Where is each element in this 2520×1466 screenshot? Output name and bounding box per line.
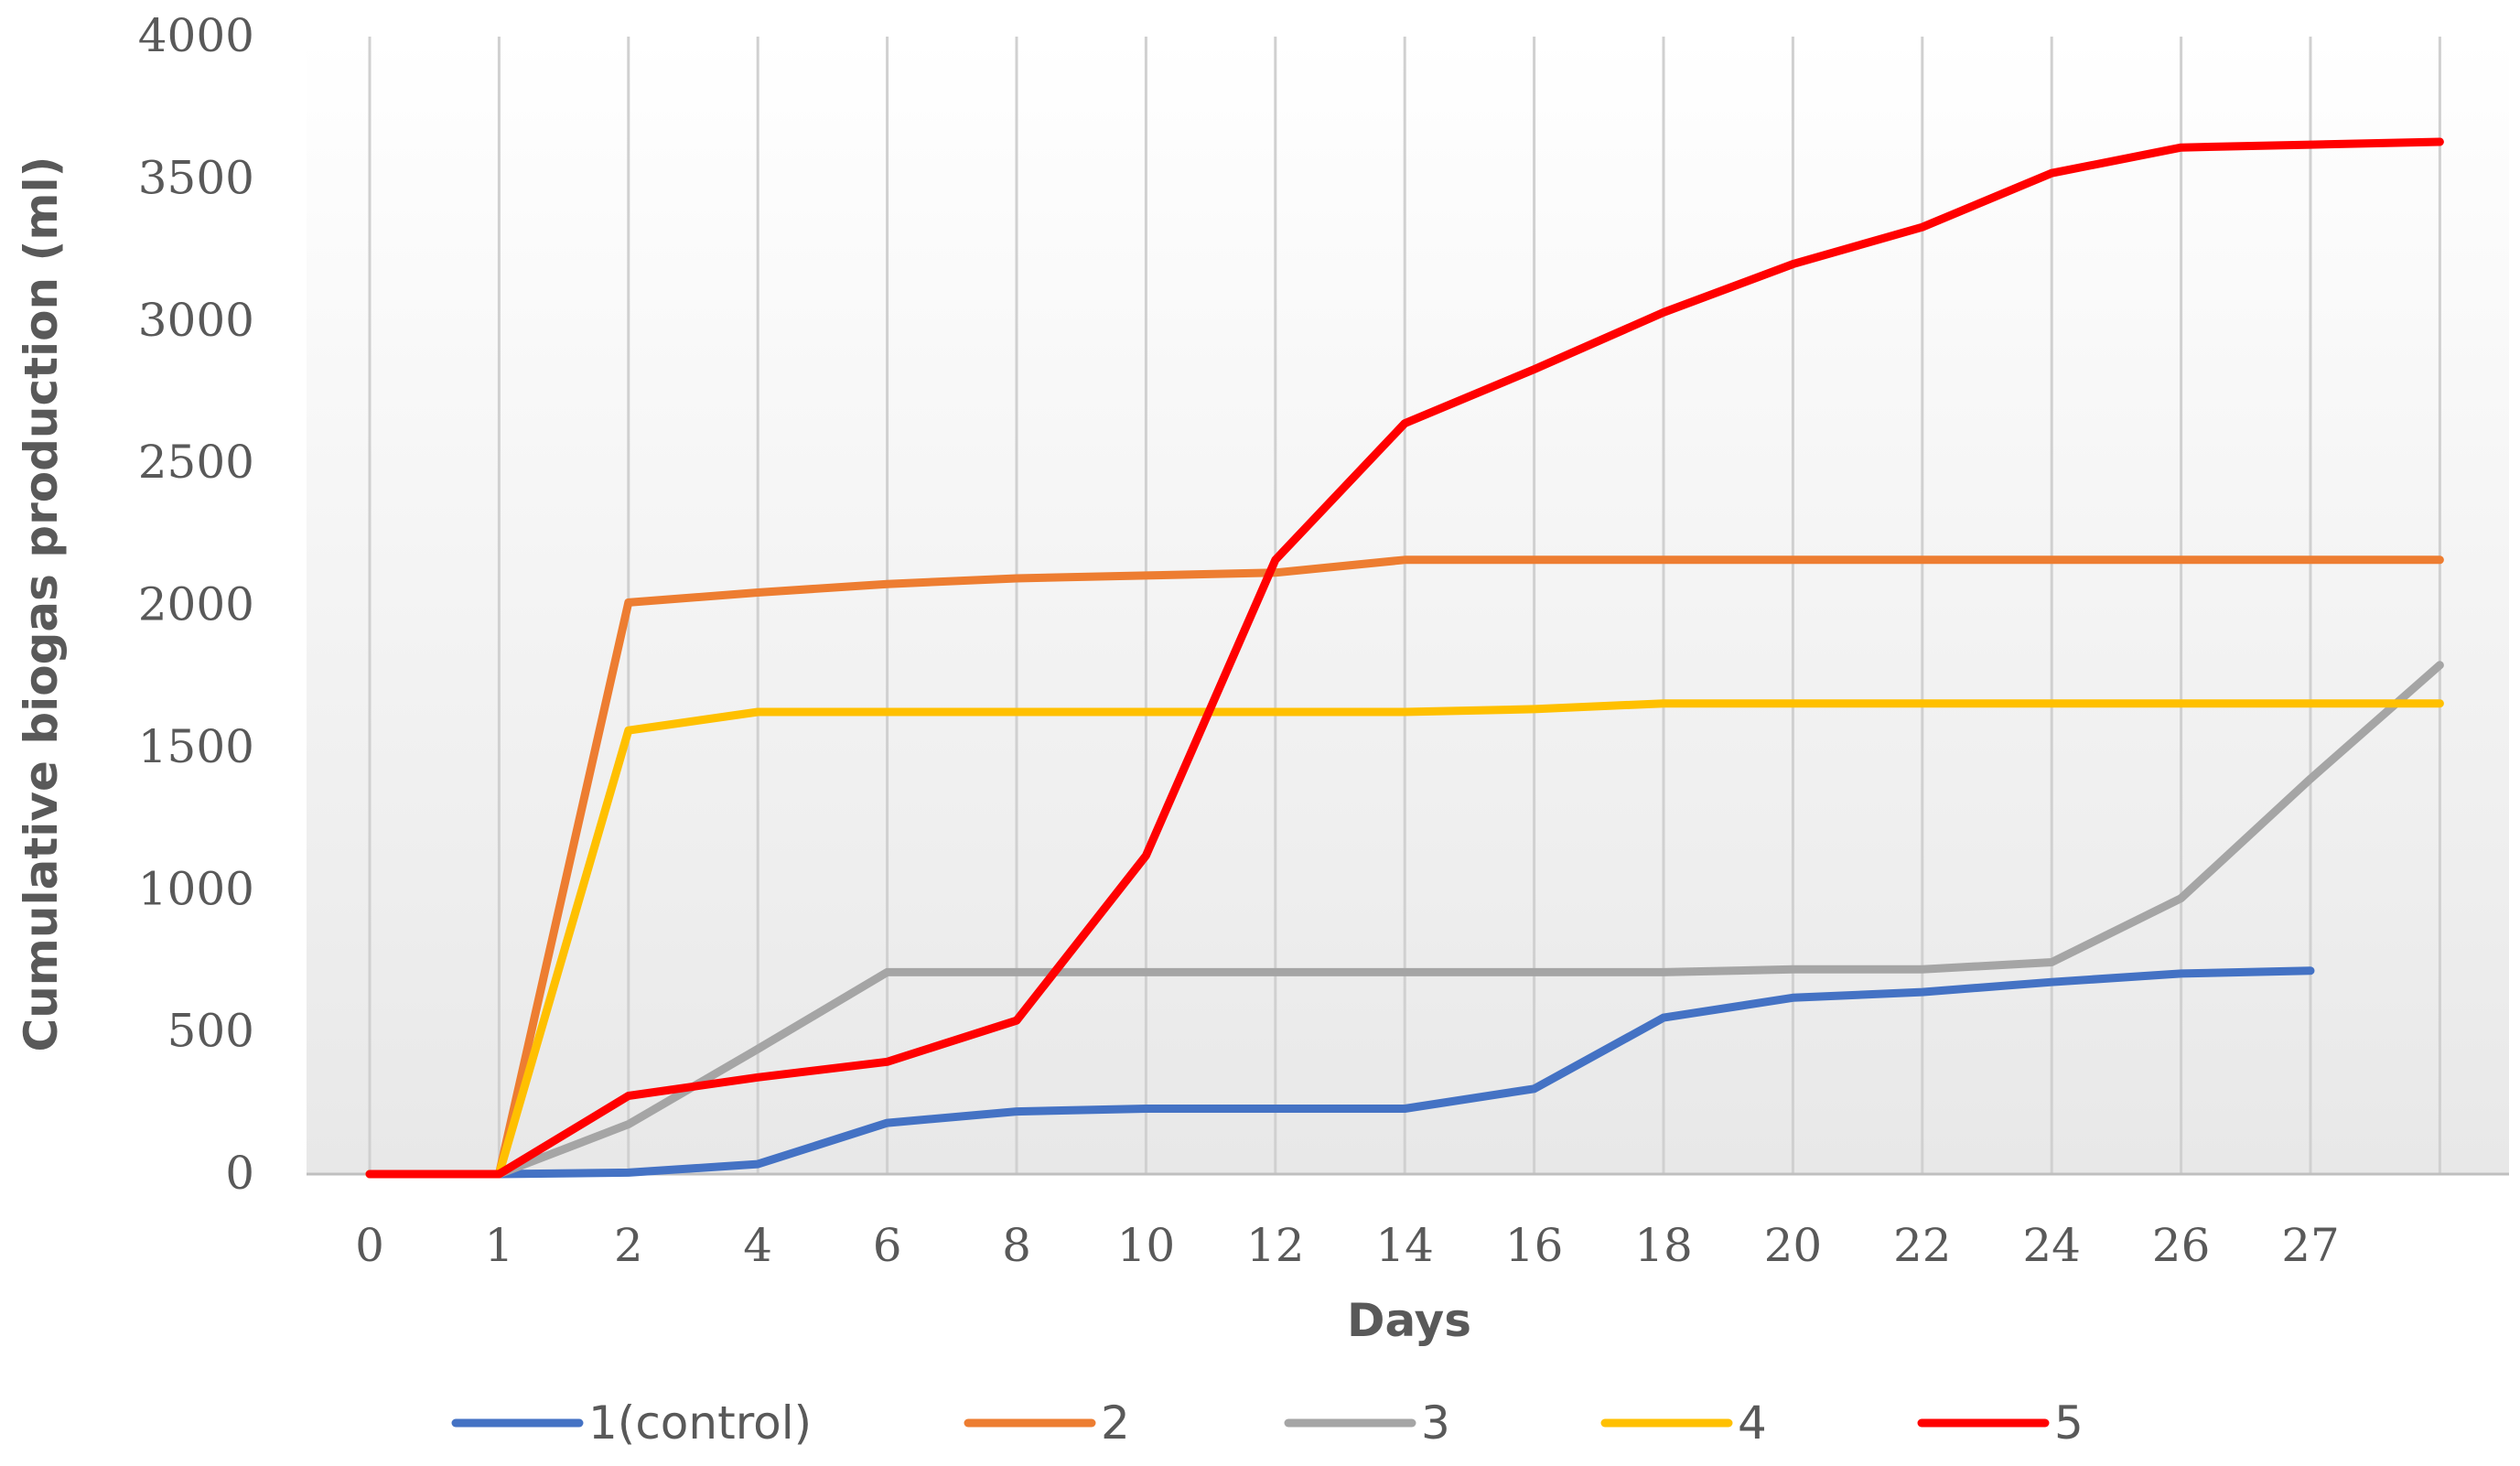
x-tick-label: 26 [2152, 1219, 2211, 1272]
x-tick-label: 16 [1505, 1219, 1564, 1272]
y-tick-label: 4000 [138, 9, 254, 62]
legend-label: 3 [1421, 1396, 1450, 1450]
legend: 1(control) 2 3 4 5 [451, 1396, 2084, 1450]
series-lines [365, 137, 2444, 1179]
x-tick-label: 12 [1246, 1219, 1305, 1272]
x-tick-label: 10 [1117, 1219, 1176, 1272]
y-axis-title: Cumulative biogas production (ml) [15, 156, 68, 1052]
y-tick-label: 2500 [138, 436, 254, 489]
x-tick-label: 20 [1764, 1219, 1823, 1272]
x-tick-label: 0 [355, 1219, 384, 1272]
x-tick-label: 4 [743, 1219, 772, 1272]
plot-area [307, 37, 2509, 1174]
y-tick-label: 1000 [138, 862, 254, 915]
x-tick-label: 8 [1002, 1219, 1031, 1272]
y-tick-label: 0 [225, 1147, 254, 1200]
x-tick-label: 24 [2022, 1219, 2081, 1272]
legend-label: 1(control) [588, 1396, 812, 1450]
y-tick-label: 1500 [138, 720, 254, 773]
series-line-4 [365, 699, 2444, 1179]
series-line-3 [365, 661, 2444, 1179]
x-tick-label: 27 [2281, 1219, 2340, 1272]
y-tick-label: 500 [167, 1005, 254, 1058]
legend-label: 5 [2054, 1396, 2084, 1450]
legend-label: 4 [1738, 1396, 1767, 1450]
series-line-2 [365, 555, 2444, 1179]
x-tick-label: 6 [873, 1219, 902, 1272]
x-axis-title: Days [1347, 1294, 1471, 1347]
y-tick-label: 2000 [138, 578, 254, 631]
series-line-1-control- [365, 966, 2315, 1179]
x-tick-label: 2 [614, 1219, 643, 1272]
x-tick-label: 22 [1893, 1219, 1952, 1272]
gridlines [307, 37, 2509, 1176]
x-tick-label: 18 [1634, 1219, 1693, 1272]
legend-label: 2 [1101, 1396, 1130, 1450]
x-axis-ticks: 0 1 2 4 6 8 10 12 14 16 18 20 22 24 26 27 [355, 1219, 2340, 1272]
y-axis-ticks: 0 500 1000 1500 2000 2500 3000 3500 4000 [138, 9, 254, 1200]
y-tick-label: 3500 [138, 151, 254, 204]
series-line-5 [365, 137, 2444, 1179]
x-tick-label: 14 [1375, 1219, 1434, 1272]
x-tick-label: 1 [484, 1219, 513, 1272]
y-tick-label: 3000 [138, 294, 254, 347]
